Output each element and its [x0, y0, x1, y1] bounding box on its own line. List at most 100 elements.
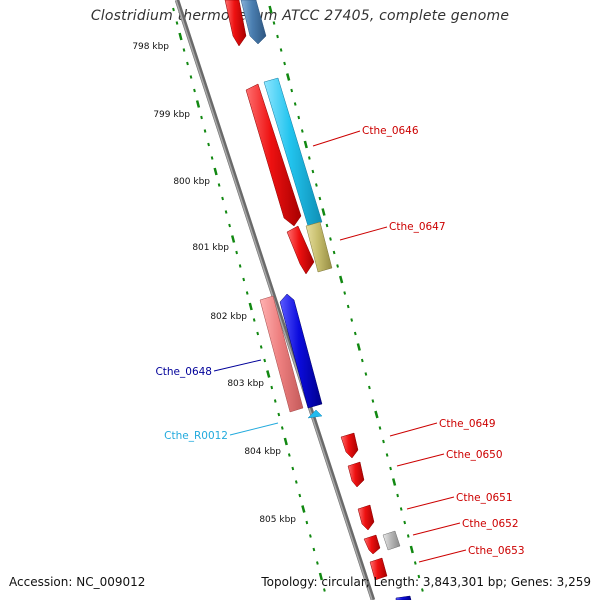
outer-scale-track: [268, 5, 424, 592]
callout-line-0649: [389, 422, 438, 437]
gene-feature-red-0652[interactable]: [363, 534, 381, 555]
major-tick: [321, 208, 326, 216]
gene-feature-red-0647[interactable]: [286, 225, 315, 275]
minor-tick: [360, 358, 364, 363]
scale-label-800: 800 kbp: [173, 177, 210, 187]
minor-tick: [353, 331, 357, 336]
gene-feature-blue-0648[interactable]: [279, 293, 323, 409]
gene-label-cthe-0647[interactable]: Cthe_0647: [389, 221, 446, 233]
minor-tick: [175, 21, 179, 25]
minor-tick: [270, 385, 274, 390]
major-tick: [268, 5, 273, 14]
gene-feature-pink-0648[interactable]: [259, 295, 304, 413]
feature-tracks: [224, 0, 412, 600]
major-tick: [213, 167, 218, 176]
minor-tick: [259, 345, 263, 349]
minor-tick: [346, 304, 350, 309]
minor-tick: [311, 169, 315, 174]
gene-label-cthe-0648[interactable]: Cthe_0648: [155, 366, 212, 378]
callout-line-0650: [396, 453, 445, 467]
minor-tick: [203, 129, 207, 133]
minor-tick: [413, 561, 417, 565]
minor-tick: [364, 372, 368, 376]
minor-tick: [368, 385, 371, 390]
gene-feature-red-0651[interactable]: [357, 504, 375, 531]
minor-tick: [325, 223, 329, 228]
minor-tick: [263, 358, 267, 363]
gene-feature-cyan-0646[interactable]: [263, 77, 323, 227]
minor-tick: [318, 196, 322, 201]
scale-label-805: 805 kbp: [259, 515, 296, 525]
scale-label-803: 803 kbp: [227, 379, 264, 389]
gene-feature-red-0649[interactable]: [340, 432, 359, 459]
gene-feature-red-0650[interactable]: [347, 461, 365, 488]
gene-feature-top-red[interactable]: [224, 0, 247, 47]
minor-tick: [273, 399, 277, 403]
minor-tick: [245, 291, 249, 295]
minor-tick: [297, 115, 301, 120]
minor-tick: [276, 34, 279, 39]
gene-feature-red-0646[interactable]: [245, 83, 302, 227]
minor-tick: [329, 237, 332, 241]
minor-tick: [417, 574, 421, 579]
minor-tick: [343, 291, 347, 295]
gene-label-cthe-0650[interactable]: Cthe_0650: [446, 449, 503, 461]
minor-tick: [406, 534, 410, 538]
minor-tick: [298, 493, 302, 498]
minor-tick: [350, 318, 354, 322]
minor-tick: [309, 534, 312, 538]
minor-tick: [421, 588, 424, 592]
minor-tick: [235, 250, 238, 255]
major-tick: [391, 478, 397, 486]
major-tick: [266, 370, 271, 378]
minor-tick: [385, 453, 389, 457]
minor-tick: [224, 210, 228, 214]
callout-line-0652: [412, 522, 461, 536]
gene-label-cthe-0646[interactable]: Cthe_0646: [362, 125, 419, 137]
gene-label-cthe-0651[interactable]: Cthe_0651: [456, 492, 513, 504]
minor-tick: [332, 250, 336, 255]
major-tick: [285, 73, 291, 81]
gene-feature-bottom-blue[interactable]: [395, 595, 412, 600]
callout-line-0646: [312, 130, 361, 147]
major-tick: [338, 275, 344, 284]
minor-tick: [308, 156, 311, 160]
major-tick: [356, 343, 361, 351]
scale-label-799: 799 kbp: [153, 110, 190, 120]
minor-tick: [238, 264, 242, 268]
scale-label-798: 798 kbp: [132, 42, 169, 52]
minor-tick: [283, 61, 286, 66]
gene-feature-red-0653[interactable]: [369, 557, 388, 581]
scale-label-804: 804 kbp: [244, 447, 281, 457]
minor-tick: [256, 331, 260, 336]
minor-tick: [382, 439, 385, 444]
minor-tick: [217, 183, 221, 187]
major-tick: [248, 302, 253, 311]
minor-tick: [210, 156, 214, 160]
gene-feature-gray-0652[interactable]: [382, 530, 401, 551]
callout-line-0653: [418, 549, 467, 563]
minor-tick: [228, 223, 231, 228]
gene-label-cthe-0649[interactable]: Cthe_0649: [439, 418, 496, 430]
major-tick: [303, 140, 308, 149]
minor-tick: [316, 561, 319, 565]
minor-tick: [371, 399, 375, 403]
gene-label-cthe-0653[interactable]: Cthe_0653: [468, 545, 525, 557]
minor-tick: [252, 318, 256, 322]
rna-feature-R0012[interactable]: [307, 409, 323, 419]
minor-tick: [294, 480, 298, 484]
minor-tick: [186, 61, 189, 66]
genome-backbone: [174, 0, 376, 600]
minor-tick: [291, 466, 295, 471]
gene-feature-top-steel[interactable]: [240, 0, 267, 45]
gene-feature-khaki-0647[interactable]: [305, 221, 333, 273]
scale-labels: 798 kbp 799 kbp 800 kbp 801 kbp 802 kbp …: [132, 42, 296, 525]
minor-tick: [378, 426, 382, 430]
major-tick: [283, 437, 288, 446]
gene-label-cthe-r0012[interactable]: Cthe_R0012: [164, 430, 228, 442]
major-tick: [230, 235, 236, 243]
gene-label-cthe-0652[interactable]: Cthe_0652: [462, 518, 519, 530]
major-tick: [195, 100, 201, 108]
map-title: Clostridium thermocellum ATCC 27405, com…: [90, 8, 510, 24]
